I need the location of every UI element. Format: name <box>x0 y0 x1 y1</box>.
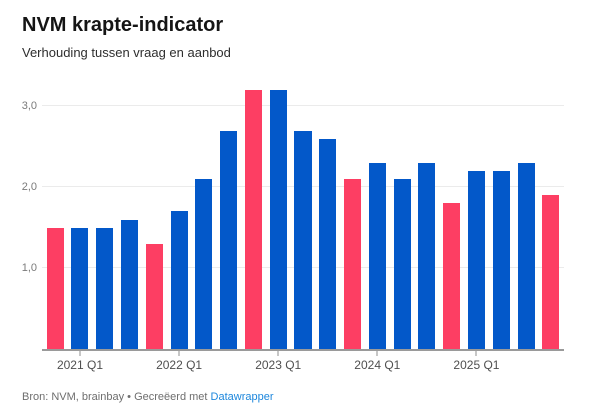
bar-2021-q4 <box>145 243 163 349</box>
x-tick <box>475 351 477 356</box>
bar-2023-q3 <box>319 138 337 349</box>
source-text: Bron: NVM, brainbay <box>22 391 125 403</box>
bar-2021-q3 <box>121 219 139 349</box>
x-axis-label: 2023 Q1 <box>255 358 302 372</box>
x-axis: 2021 Q1 2022 Q1 2023 Q1 2024 Q1 2025 Q1 <box>42 351 564 375</box>
gridline <box>42 105 564 107</box>
chart-footer: Bron: NVM, brainbay • Gecreëerd met Data… <box>22 391 274 403</box>
bar-2025-q2 <box>492 171 510 349</box>
y-axis-label: 2,0 <box>21 181 37 194</box>
footer-separator: • <box>127 391 132 403</box>
bar-2025-q1 <box>467 171 485 349</box>
y-axis-label: 3,0 <box>21 100 37 113</box>
bar-2022-q1 <box>170 211 188 349</box>
bar-2022-q4 <box>244 90 262 349</box>
y-axis-label: 1,0 <box>21 262 37 275</box>
bar-2020-q4 <box>46 227 64 349</box>
x-axis-label: 2021 Q1 <box>56 358 104 372</box>
x-axis-label: 2022 Q1 <box>156 358 203 372</box>
bar-2021-q1 <box>71 227 89 349</box>
x-tick <box>178 351 180 356</box>
chart-subtitle: Verhouding tussen vraag en aanbod <box>22 45 231 60</box>
x-axis-label: 2025 Q1 <box>453 358 500 372</box>
bar-2023-q1 <box>269 90 287 349</box>
chart-title: NVM krapte-indicator <box>22 14 224 36</box>
x-tick <box>277 351 279 356</box>
datawrapper-link[interactable]: Datawrapper <box>210 391 274 403</box>
bar-2025-q4 <box>542 195 560 349</box>
created-with-text: Gecreëerd met <box>134 391 208 403</box>
plot-area: 1,0 2,0 3,0 <box>22 78 564 351</box>
x-tick <box>376 351 378 356</box>
bar-2024-q3 <box>418 162 436 349</box>
x-tick <box>79 351 81 356</box>
bar-2023-q2 <box>294 130 312 349</box>
bar-2024-q4 <box>443 203 461 349</box>
bar-2024-q2 <box>393 179 411 349</box>
bar-2022-q3 <box>220 130 238 349</box>
bar-2024-q1 <box>368 162 386 349</box>
bar-2023-q4 <box>344 179 362 349</box>
bar-2022-q2 <box>195 179 213 349</box>
bar-2021-q2 <box>96 227 114 349</box>
bar-2025-q3 <box>517 162 535 349</box>
x-axis-label: 2024 Q1 <box>354 358 401 372</box>
